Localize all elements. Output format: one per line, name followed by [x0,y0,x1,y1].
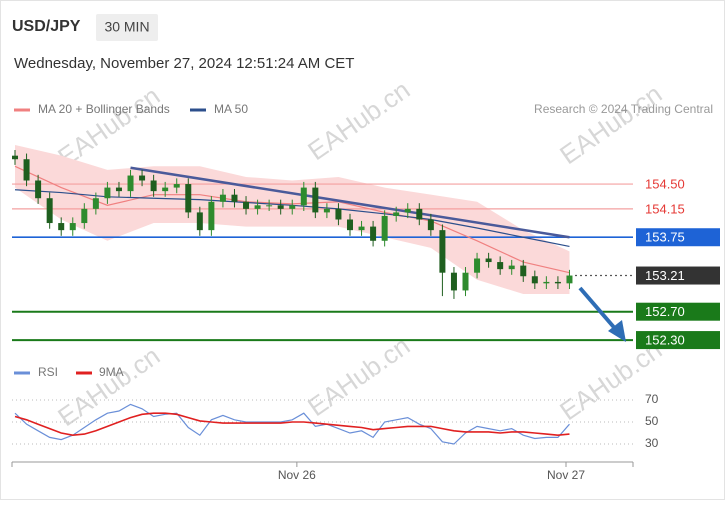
candle-body [439,230,446,273]
candle-body [474,258,481,273]
candle-body [12,155,19,160]
level-box [636,331,720,350]
candle-body [393,212,400,216]
candle-body [81,208,88,224]
candle-body [289,205,296,209]
candle-body [196,212,203,231]
candle-body [416,208,423,220]
candle-body [208,201,215,231]
candle-body [543,281,550,284]
candle-body [162,187,169,192]
level-label: 153.21 [645,268,685,283]
candle-body [508,265,515,270]
candle-body [554,281,561,284]
level-box [636,302,720,321]
rsi-tick-label: 50 [645,414,659,428]
candle-body [69,223,76,231]
candle-body [277,205,284,209]
rsi-ma-line [14,412,570,437]
candle-body [23,159,30,181]
rsi-line [14,403,570,445]
trendline [130,166,570,239]
level-box [636,266,720,285]
candle-body [35,180,42,199]
candle-body [150,180,157,192]
level-label: 154.15 [645,201,685,216]
level-label: 154.50 [645,176,685,191]
candle-body [266,205,273,207]
candle-body [566,275,573,284]
rsi-tick-label: 70 [645,392,659,406]
candle-body [115,187,122,192]
symbol: USD/JPY [12,18,81,35]
rsi-tick-label: 30 [645,436,659,450]
candle-body [520,265,527,277]
candle-body [219,194,226,202]
legend-label: MA 50 [214,102,248,116]
candle-body [531,276,538,284]
candle-body [346,219,353,231]
forecast-arrowhead [608,320,626,342]
timeframe-box [96,14,158,41]
candle-body [104,187,111,199]
forecast-arrow [578,286,620,334]
candle-body [139,175,146,181]
candle-body [485,258,492,263]
legend-label: 9MA [99,365,124,379]
candle-body [231,194,238,202]
level-label: 153.75 [645,230,685,245]
level-label: 152.30 [645,333,685,348]
candle-body [92,198,99,209]
candle-body [497,262,504,270]
timestamp: Wednesday, November 27, 2024 12:51:24 AM… [14,55,354,72]
candle-body [127,175,134,192]
level-box [636,228,720,247]
candle-body [427,219,434,231]
candle-body [370,226,377,241]
candle-body [185,184,192,213]
candle-body [243,201,250,209]
candle-body [300,187,307,206]
candle-body [450,272,457,291]
candle-body [46,198,53,224]
candle-body [404,208,411,213]
candle-body [173,184,180,188]
candle-body [381,215,388,241]
candle-body [323,208,330,213]
timeframe: 30 MIN [104,19,149,35]
level-label: 152.70 [645,304,685,319]
x-tick-label: Nov 26 [278,468,316,482]
legend-label: MA 20 + Bollinger Bands [38,102,170,116]
candle-body [312,187,319,213]
candle-body [335,208,342,220]
candle-body [358,226,365,231]
candle-body [462,272,469,291]
candle-body [254,205,261,209]
x-tick-label: Nov 27 [547,468,585,482]
candle-body [58,223,65,231]
credit: Research © 2024 Trading Central [534,102,713,116]
legend-label: RSI [38,365,58,379]
